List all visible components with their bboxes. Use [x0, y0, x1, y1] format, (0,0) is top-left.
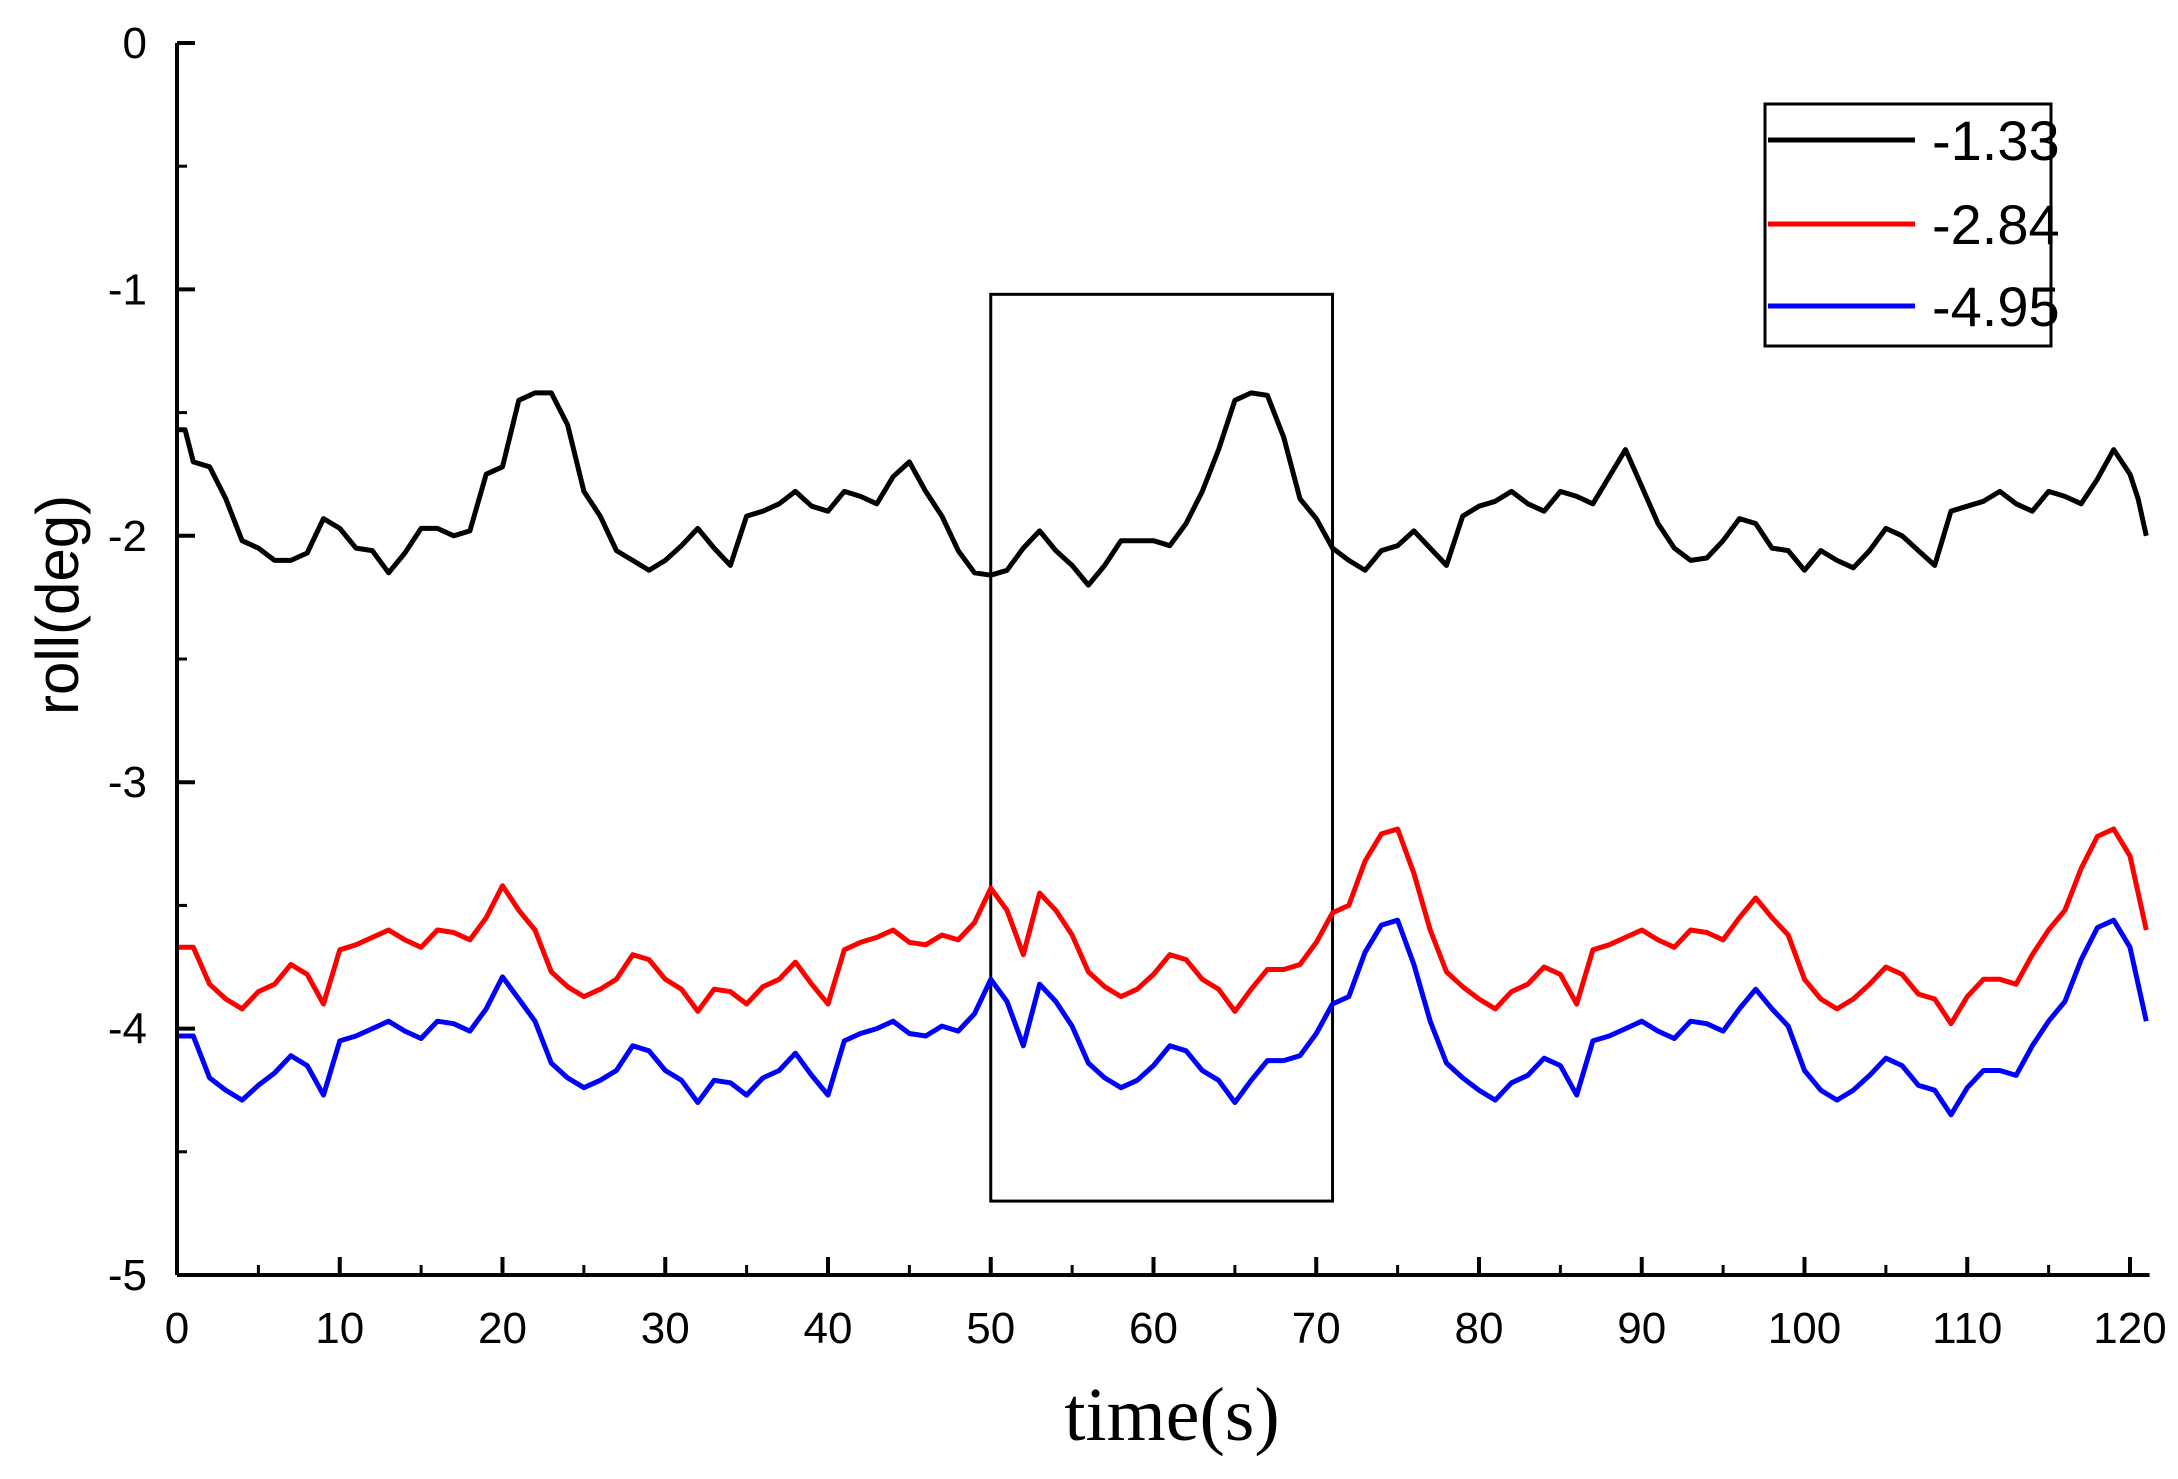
x-tick-label: 70: [1292, 1304, 1341, 1353]
y-tick-label: -1: [108, 265, 147, 314]
x-axis-label: time(s): [1064, 1373, 1279, 1457]
legend-label-2: -4.95: [1932, 275, 2060, 338]
legend-label-1: -2.84: [1932, 193, 2060, 256]
series-line-2: [177, 917, 2149, 1118]
x-tick-label: 30: [641, 1304, 690, 1353]
series-line-0: [177, 390, 2149, 588]
legend: -1.33 -2.84 -4.95: [1763, 102, 2060, 348]
x-tick-label: 50: [966, 1304, 1015, 1353]
axes: [175, 41, 2150, 1277]
y-tick-label: -5: [108, 1251, 147, 1300]
legend-label-0: -1.33: [1932, 109, 2060, 172]
highlight-box: [989, 292, 1335, 1203]
x-tick-label: 10: [315, 1304, 364, 1353]
x-tick-label: 0: [165, 1304, 189, 1353]
x-tick-label: 40: [804, 1304, 853, 1353]
x-tick-label: 80: [1455, 1304, 1504, 1353]
x-tick-label: 20: [478, 1304, 527, 1353]
highlight-rectangle: [989, 292, 1335, 1203]
y-tick-label: 0: [123, 19, 147, 68]
x-tick-label: 60: [1129, 1304, 1178, 1353]
x-tick-label: 90: [1617, 1304, 1666, 1353]
y-tick-label: -4: [108, 1005, 147, 1054]
y-tick-label: -3: [108, 758, 147, 807]
series-lines: [177, 390, 2149, 1118]
series-line-1: [177, 826, 2149, 1027]
x-tick-label: 100: [1768, 1304, 1841, 1353]
y-axis-label: roll(deg): [24, 495, 91, 715]
y-tick-label: -2: [108, 512, 147, 561]
tick-labels: 0 -1 -2 -3 -4 -5 0 10 20 30 40 50 60 70 80 90 100 110 120: [108, 19, 2167, 1353]
x-tick-label: 120: [2093, 1304, 2166, 1353]
x-tick-label: 110: [1932, 1304, 2002, 1353]
